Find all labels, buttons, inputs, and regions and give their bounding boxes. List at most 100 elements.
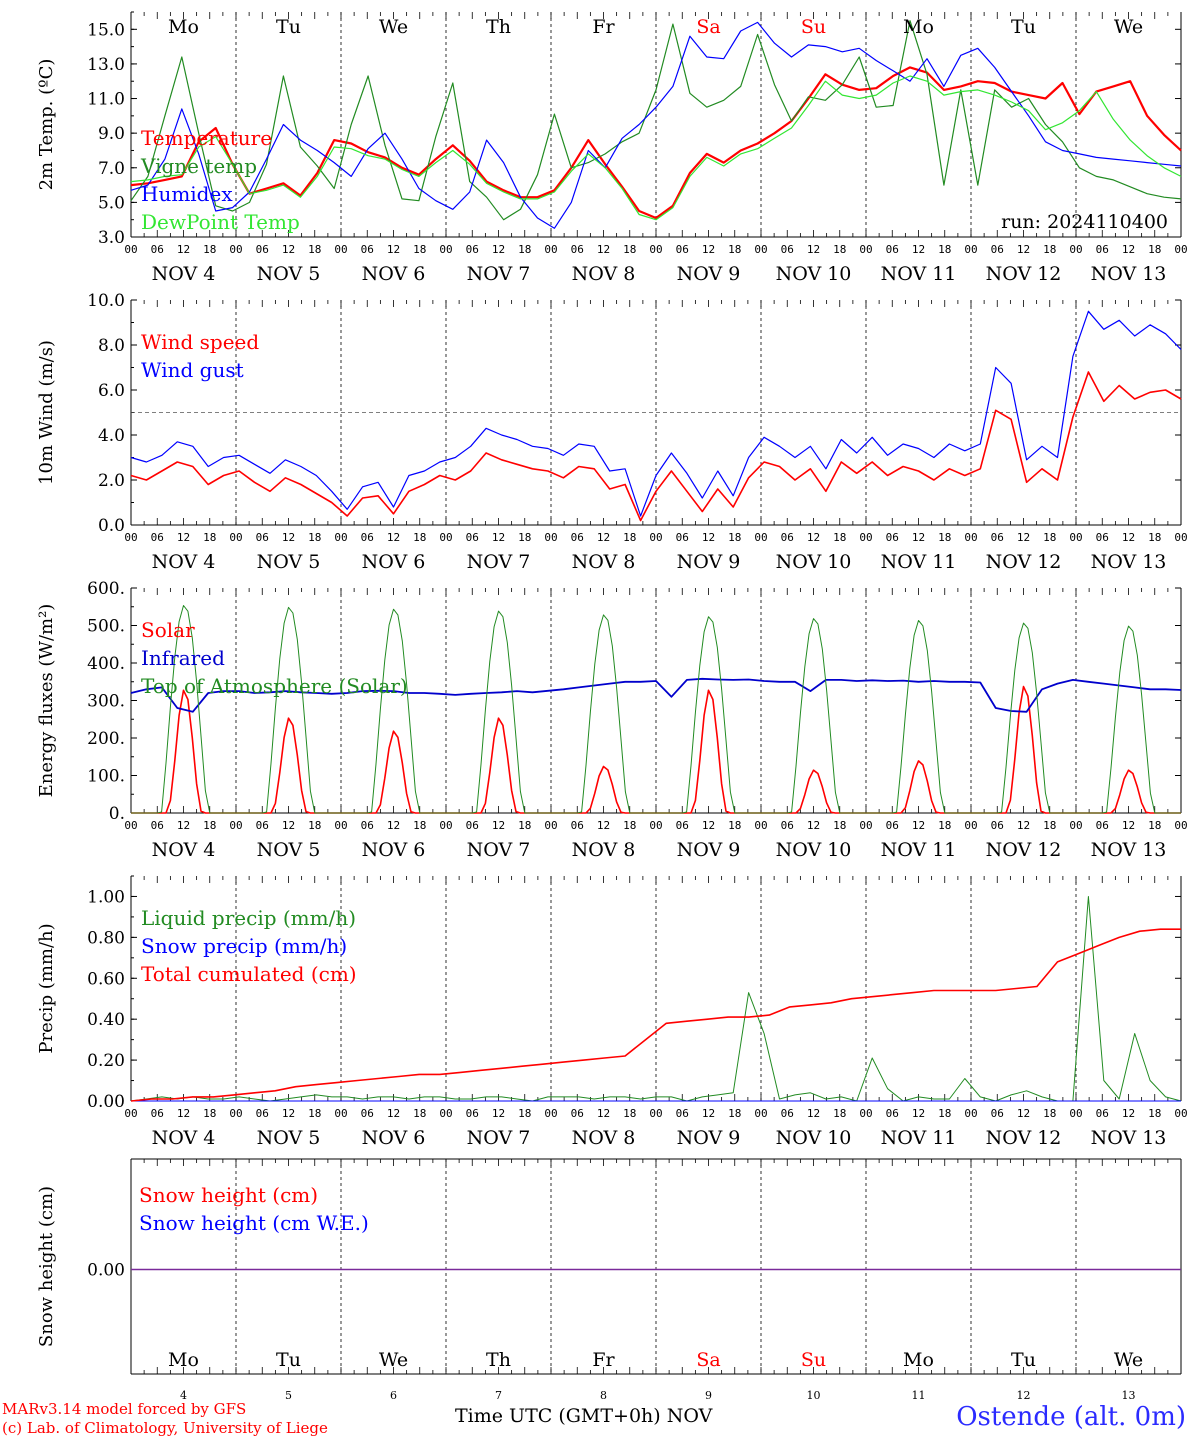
legend-entry: Vigne temp [140, 154, 257, 178]
date-label: NOV 11 [881, 839, 957, 861]
hour-tick-label: 18 [833, 243, 846, 256]
hour-tick-label: 12 [702, 531, 715, 544]
panel-1 [130, 11, 1182, 238]
date-label: NOV 6 [362, 839, 426, 861]
hour-tick-label: 18 [1148, 243, 1161, 256]
date-label: NOV 13 [1091, 839, 1167, 861]
legend-entry: Snow height (cm) [139, 1183, 318, 1207]
legend-entry: Total cumulated (cm) [141, 962, 357, 986]
x-axis-label: Time UTC (GMT+0h) [455, 1405, 661, 1427]
hour-tick-label: 18 [623, 1107, 636, 1120]
date-label: NOV 8 [572, 1127, 636, 1149]
day-number-label: 10 [807, 1389, 821, 1402]
hour-tick-label: 00 [649, 531, 662, 544]
hour-tick-label: 18 [203, 1107, 216, 1120]
hour-tick-label: 18 [728, 243, 741, 256]
hour-tick-label: 00 [1069, 1107, 1082, 1120]
hour-tick-label: 18 [1148, 1107, 1161, 1120]
hour-tick-label: 06 [256, 531, 269, 544]
y-tick-label: 0. [109, 804, 125, 824]
hour-tick-label: 18 [518, 531, 531, 544]
hour-tick-label: 00 [754, 243, 767, 256]
y-axis-title: 2m Temp. (ºC) [36, 59, 57, 191]
hour-tick-label: 12 [1122, 819, 1135, 832]
hour-tick-label: 00 [544, 243, 557, 256]
hour-tick-label: 00 [124, 531, 137, 544]
hour-tick-label: 18 [308, 819, 321, 832]
hour-tick-label: 18 [308, 243, 321, 256]
hour-tick-label: 18 [308, 1107, 321, 1120]
hour-tick-label: 12 [177, 243, 190, 256]
date-label: NOV 13 [1091, 263, 1167, 285]
hour-tick-label: 06 [991, 531, 1004, 544]
legend-entry: Snow height (cm W.E.) [139, 1211, 369, 1235]
hour-tick-label: 00 [1069, 819, 1082, 832]
hour-tick-label: 06 [1096, 819, 1109, 832]
date-label: NOV 5 [257, 839, 321, 861]
y-tick-label: 0.40 [87, 1010, 125, 1030]
hour-tick-label: 06 [886, 531, 899, 544]
date-label: NOV 9 [677, 839, 741, 861]
hour-tick-label: 18 [1148, 531, 1161, 544]
date-label: NOV 7 [467, 263, 531, 285]
hour-tick-label: 12 [177, 1107, 190, 1120]
hour-tick-label: 00 [334, 819, 347, 832]
panel-5 [130, 1158, 1182, 1375]
day-label: Tu [1011, 16, 1036, 38]
hour-tick-label: 18 [1148, 819, 1161, 832]
hour-tick-label: 06 [256, 243, 269, 256]
hour-tick-label: 12 [912, 1107, 925, 1120]
legend-entry: Temperature [141, 126, 272, 150]
date-label: NOV 8 [572, 839, 636, 861]
day-label: Sa [696, 16, 720, 38]
date-label: NOV 12 [986, 263, 1062, 285]
series-line [130, 371, 1182, 522]
hour-tick-label: 18 [1043, 819, 1056, 832]
hour-tick-label: 06 [886, 1107, 899, 1120]
day-number-label: 6 [390, 1389, 397, 1402]
date-label: NOV 12 [986, 839, 1062, 861]
y-tick-label: 1.00 [87, 887, 125, 907]
y-tick-label: 300. [87, 692, 125, 712]
hour-tick-label: 06 [151, 1107, 164, 1120]
legend-entry: DewPoint Temp [141, 210, 300, 234]
y-tick-label: 0.00 [87, 1261, 125, 1281]
hour-tick-label: 12 [807, 243, 820, 256]
date-label: NOV 13 [1091, 1127, 1167, 1149]
hour-tick-label: 12 [492, 1107, 505, 1120]
date-label: NOV 12 [986, 1127, 1062, 1149]
legend-entry: Wind gust [141, 358, 244, 382]
hour-tick-label: 06 [151, 243, 164, 256]
hour-tick-label: 18 [938, 243, 951, 256]
date-label: NOV 10 [776, 263, 852, 285]
hour-tick-label: 00 [1174, 1107, 1187, 1120]
y-tick-label: 5.0 [98, 193, 125, 213]
series-line [130, 20, 1182, 221]
x-axis-title: Time UTC (GMT+0h) NOV [455, 1405, 712, 1427]
hour-tick-label: 06 [781, 243, 794, 256]
hour-tick-label: 18 [938, 1107, 951, 1120]
legend-entry: Humidex [141, 182, 233, 206]
hour-tick-label: 06 [1096, 531, 1109, 544]
y-tick-label: 11.0 [87, 90, 125, 110]
hour-tick-label: 00 [334, 531, 347, 544]
series-line [130, 310, 1182, 517]
hour-tick-label: 06 [991, 819, 1004, 832]
lab-credit: (c) Lab. of Climatology, University of L… [2, 1419, 328, 1437]
day-number-label: 13 [1122, 1389, 1136, 1402]
hour-tick-label: 12 [807, 531, 820, 544]
day-label: Mo [168, 1349, 199, 1371]
hour-tick-label: 06 [781, 1107, 794, 1120]
hour-tick-label: 12 [1017, 819, 1030, 832]
day-number-label: 12 [1017, 1389, 1031, 1402]
hour-tick-label: 00 [649, 819, 662, 832]
hour-tick-label: 00 [544, 819, 557, 832]
hour-tick-label: 12 [282, 819, 295, 832]
hour-tick-label: 06 [571, 819, 584, 832]
series-line [130, 75, 1182, 221]
legend-entry: Top of Atmosphere (Solar) [141, 674, 408, 698]
hour-tick-label: 18 [413, 531, 426, 544]
hour-tick-label: 12 [912, 531, 925, 544]
hour-tick-label: 18 [623, 531, 636, 544]
hour-tick-label: 12 [387, 1107, 400, 1120]
